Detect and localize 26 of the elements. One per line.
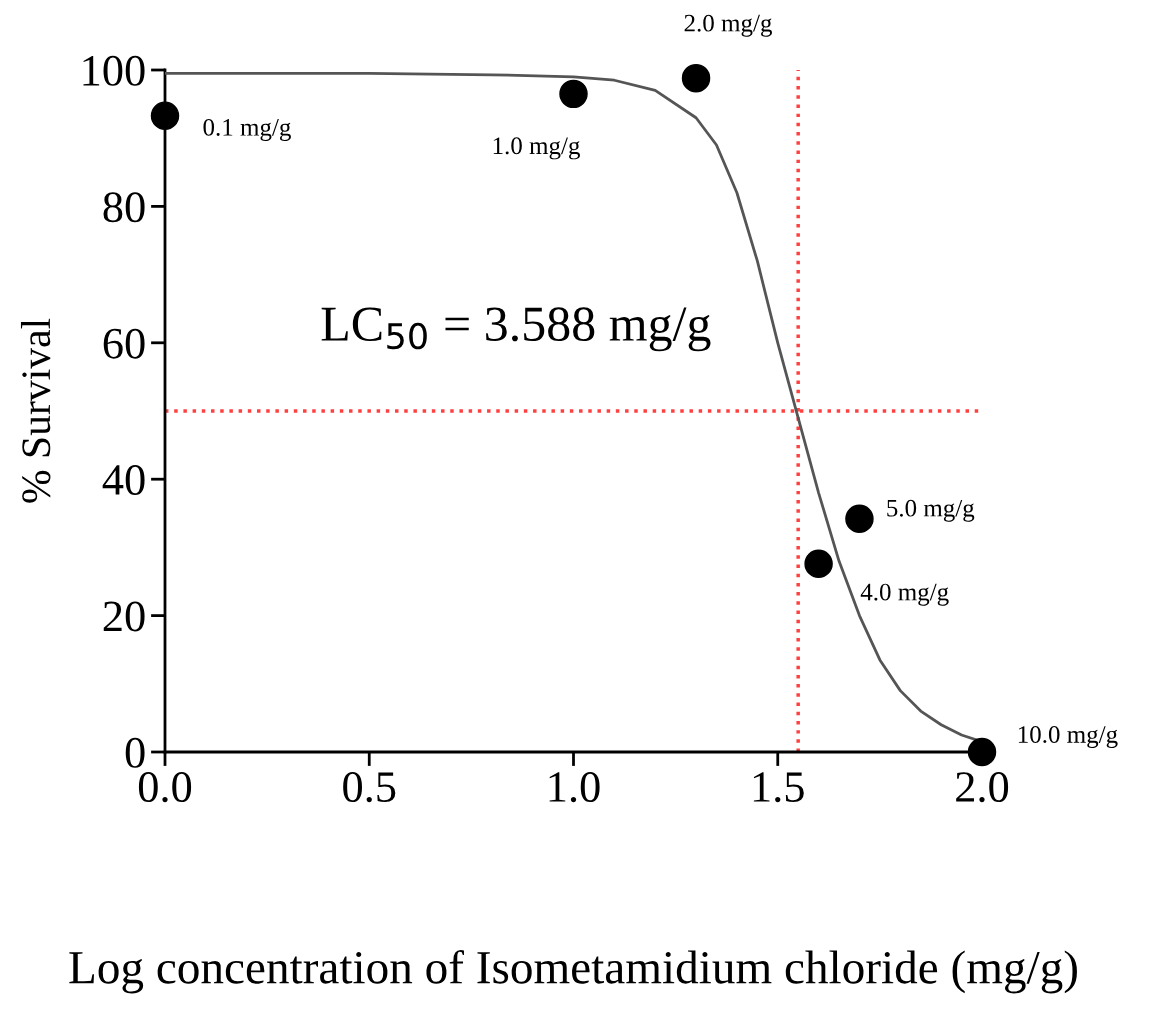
- point: [804, 549, 833, 579]
- x-tick-label: 0.5: [343, 772, 396, 803]
- point: [845, 504, 874, 533]
- x-tick-label: 2.0: [956, 772, 1009, 803]
- y-tick-label: 40: [102, 465, 145, 496]
- x-tick-label: 1.0: [549, 772, 600, 803]
- point: [967, 737, 997, 767]
- annotation: 4.0 mg/g: [860, 583, 949, 606]
- x-tick-label: 1.5: [753, 772, 804, 803]
- y-tick-label: 0: [125, 737, 145, 768]
- x-tick-label: 0.0: [138, 772, 192, 803]
- annotation: 5.0 mg/g: [887, 499, 975, 522]
- x-axis-title: Log concentration of Isometamidium chloride (mg/g): [69, 949, 1077, 994]
- y-tick-label: 80: [103, 192, 145, 223]
- point: [681, 63, 711, 93]
- point: [150, 101, 180, 130]
- y-tick-label: 100: [83, 55, 145, 86]
- annotation: 2.0 mg/g: [684, 14, 772, 37]
- annotation: 10.0 mg/g: [1018, 726, 1118, 749]
- annotation: 0.1 mg/g: [203, 118, 291, 141]
- annotation: 1.0 mg/g: [493, 137, 580, 160]
- annotation: LC$_{50}$ = 3.588 mg/g: [321, 307, 711, 352]
- y-axis-title: % Survival: [20, 318, 51, 503]
- point: [559, 79, 588, 109]
- y-tick-label: 20: [103, 601, 145, 632]
- y-tick-label: 60: [103, 328, 145, 359]
